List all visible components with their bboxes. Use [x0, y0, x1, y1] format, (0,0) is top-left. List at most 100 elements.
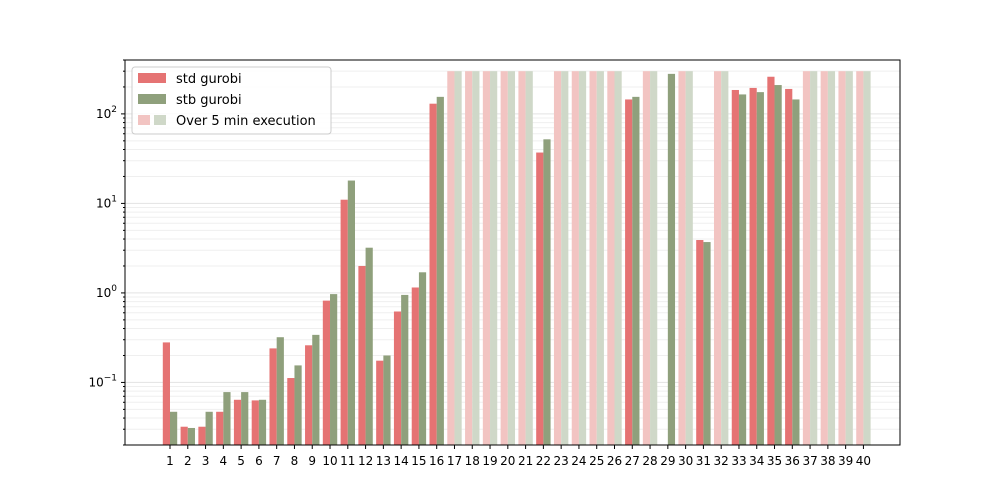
- y-tick-label: 101: [96, 194, 117, 210]
- bar-stb-gurobi: [632, 96, 640, 445]
- bar-stb-gurobi: [223, 392, 231, 445]
- bar-std-gurobi: [340, 199, 348, 445]
- x-tick-label: 10: [322, 454, 337, 468]
- bar-stb-gurobi: [294, 365, 302, 445]
- bar-std-gurobi: [358, 265, 366, 445]
- plot-frame: [124, 59, 901, 446]
- bar-stb-gurobi: [383, 355, 391, 445]
- bar-stb-gurobi: [241, 392, 249, 445]
- x-tick-label: 11: [340, 454, 355, 468]
- x-tick-label: 2: [184, 454, 192, 468]
- bar-over-std: [589, 71, 597, 446]
- bar-stb-gurobi: [170, 411, 178, 445]
- x-tick-label: 22: [536, 454, 551, 468]
- legend-swatch-over-std: [138, 115, 150, 125]
- x-tick-label: 29: [660, 454, 675, 468]
- legend-label-over: Over 5 min execution: [176, 114, 316, 129]
- bar-std-gurobi: [429, 103, 437, 446]
- bar-over-stb: [596, 71, 604, 446]
- x-tick-label: 8: [291, 454, 299, 468]
- bar-std-gurobi: [393, 311, 402, 445]
- bar-stb-gurobi: [436, 96, 444, 445]
- x-tick-label: 20: [500, 454, 515, 468]
- x-tick-label: 12: [358, 454, 373, 468]
- bar-over-std: [678, 71, 686, 446]
- bar-over-std: [518, 71, 526, 446]
- x-tick-label: 17: [447, 454, 462, 468]
- bar-std-gurobi: [305, 345, 313, 445]
- legend-box: [131, 66, 332, 135]
- bar-stb-gurobi: [187, 427, 195, 445]
- legend-swatch-std: [138, 73, 166, 83]
- x-tick-label: 33: [731, 454, 746, 468]
- bar-over-std: [607, 71, 615, 446]
- bar-over-stb: [650, 71, 658, 446]
- bar-stb-gurobi: [756, 92, 764, 445]
- bar-std-gurobi: [731, 89, 739, 446]
- x-tick-label: 3: [202, 454, 210, 468]
- x-tick-label: 9: [308, 454, 316, 468]
- x-tick-label: 35: [767, 454, 782, 468]
- y-tick-label: 102: [96, 105, 117, 121]
- bar-std-gurobi: [322, 300, 331, 445]
- y-tick-label: 10−1: [88, 373, 117, 389]
- bar-stb-gurobi: [205, 411, 213, 445]
- legend-label-std: std gurobi: [176, 72, 242, 87]
- bar-std-gurobi: [696, 240, 704, 445]
- bar-over-std: [820, 71, 828, 446]
- x-tick-label: 36: [785, 454, 800, 468]
- bar-over-stb: [490, 71, 498, 446]
- x-tick-label: 13: [376, 454, 391, 468]
- bar-std-gurobi: [376, 360, 384, 445]
- bar-std-gurobi: [233, 399, 242, 445]
- x-tick-label: 26: [607, 454, 622, 468]
- x-tick-label: 37: [802, 454, 817, 468]
- bar-std-gurobi: [180, 426, 188, 445]
- y-tick-label: 100: [96, 284, 117, 300]
- bar-over-stb: [685, 71, 693, 446]
- x-tick-label: 38: [820, 454, 835, 468]
- bar-stb-gurobi: [312, 334, 320, 445]
- bar-std-gurobi: [785, 88, 793, 445]
- bar-stb-gurobi: [774, 85, 782, 446]
- bar-over-std: [571, 71, 579, 446]
- bar-over-stb: [845, 71, 853, 446]
- bar-stb-gurobi: [347, 180, 355, 445]
- x-tick-label: 19: [482, 454, 497, 468]
- bar-std-gurobi: [411, 287, 419, 445]
- x-tick-label: 27: [625, 454, 640, 468]
- bar-over-stb: [863, 71, 871, 446]
- x-tick-label: 32: [714, 454, 729, 468]
- bar-std-gurobi: [216, 411, 224, 445]
- bar-over-stb: [827, 71, 836, 446]
- bar-over-std: [856, 71, 864, 446]
- x-tick-label: 1: [166, 454, 174, 468]
- x-tick-label: 30: [678, 454, 693, 468]
- bar-std-gurobi: [536, 152, 544, 446]
- x-tick-label: 39: [838, 454, 853, 468]
- bar-over-stb: [507, 71, 516, 446]
- bar-over-std: [465, 71, 473, 446]
- bar-over-stb: [472, 71, 480, 446]
- bar-stb-gurobi: [667, 73, 676, 445]
- bar-over-stb: [454, 71, 462, 446]
- bar-stb-gurobi: [365, 247, 373, 445]
- x-tick-label: 25: [589, 454, 604, 468]
- bar-over-stb: [561, 71, 569, 446]
- bar-std-gurobi: [198, 426, 206, 445]
- bar-over-std: [553, 71, 562, 446]
- bar-stb-gurobi: [703, 242, 711, 445]
- x-tick-label: 7: [273, 454, 281, 468]
- legend-label-stb: stb gurobi: [176, 93, 242, 108]
- bar-std-gurobi: [251, 400, 259, 445]
- bar-over-std: [713, 71, 722, 446]
- bar-std-gurobi: [749, 87, 757, 445]
- x-axis: 1 2 3 4 5 6 7 8 9 10 11 12 13 14 15 16 17 18 19 20 21 22 23 24 2…: [166, 445, 871, 468]
- bar-std-gurobi: [625, 99, 633, 446]
- bar-over-std: [500, 71, 508, 446]
- x-tick-label: 34: [749, 454, 764, 468]
- bar-stb-gurobi: [401, 294, 409, 445]
- x-tick-label: 24: [571, 454, 586, 468]
- x-tick-label: 5: [237, 454, 245, 468]
